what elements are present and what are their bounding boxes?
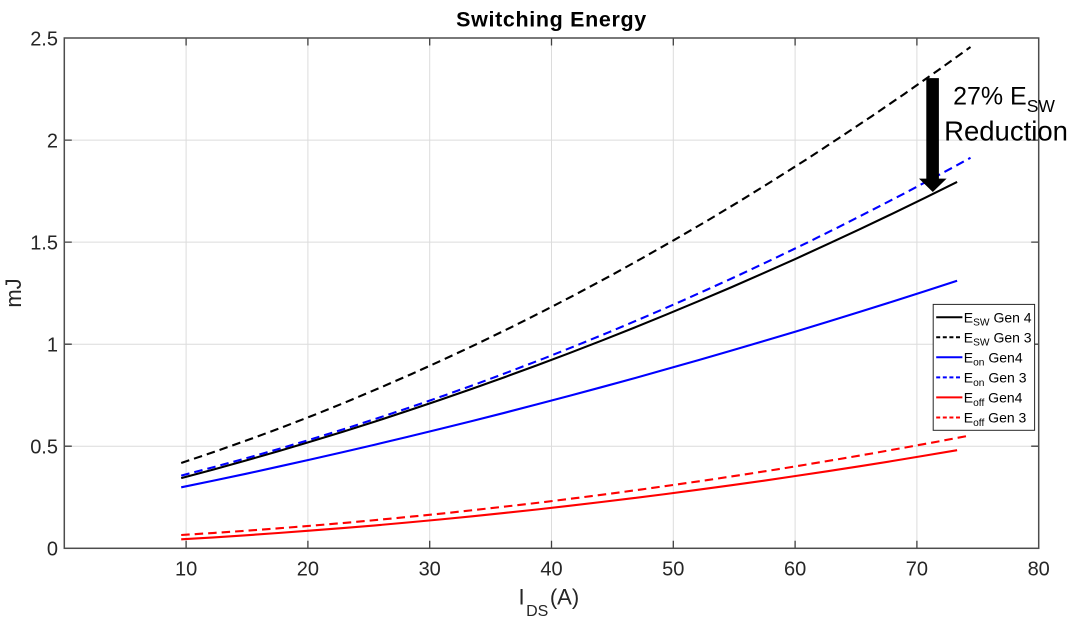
svg-text:10: 10 [175,559,197,581]
svg-text:Switching Energy: Switching Energy [456,8,647,32]
svg-text:50: 50 [662,559,684,581]
svg-text:20: 20 [297,559,319,581]
svg-text:Reduction: Reduction [944,116,1068,147]
svg-text:2.5: 2.5 [30,28,58,50]
svg-text:0: 0 [47,539,58,561]
svg-text:0.5: 0.5 [30,437,58,459]
svg-text:2: 2 [47,130,58,152]
svg-text:40: 40 [540,559,562,581]
svg-text:70: 70 [906,559,928,581]
svg-text:1: 1 [47,335,58,357]
svg-text:80: 80 [1028,559,1050,581]
svg-text:60: 60 [784,559,806,581]
svg-text:mJ: mJ [1,278,26,307]
svg-text:1.5: 1.5 [30,232,58,254]
svg-text:30: 30 [419,559,441,581]
